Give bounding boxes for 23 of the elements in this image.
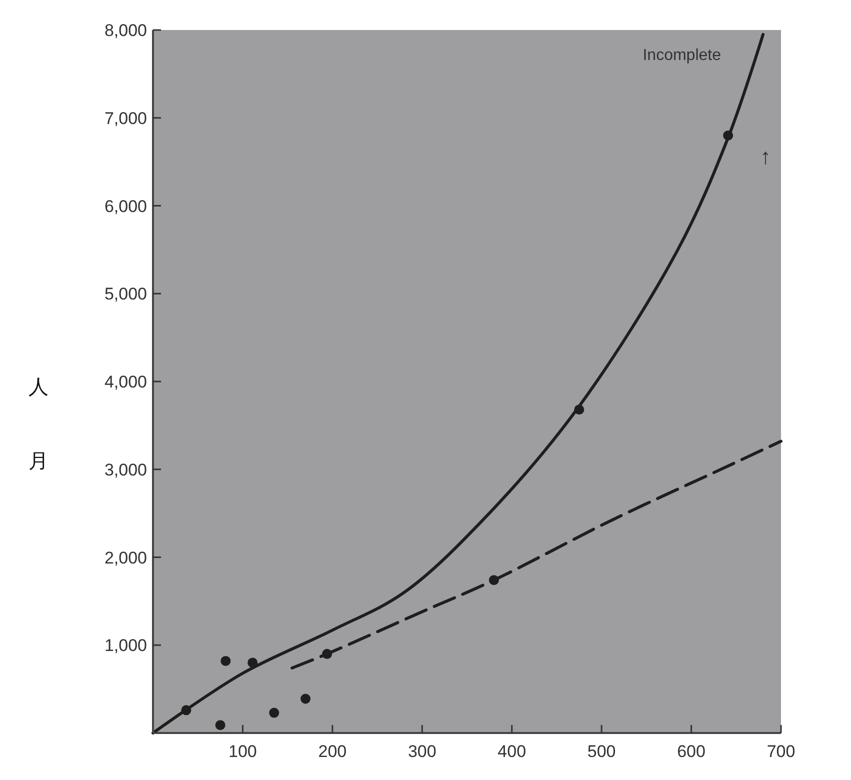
x-tick-label: 400 xyxy=(498,742,526,761)
x-tick-label: 300 xyxy=(408,742,436,761)
y-tick-label: 6,000 xyxy=(104,196,147,216)
x-tick-label: 500 xyxy=(587,742,616,761)
y-axis-title: 人月 xyxy=(27,362,49,512)
x-tick-label: 200 xyxy=(318,742,347,761)
y-tick-label: 1,000 xyxy=(104,636,147,656)
y-tick-label: 4,000 xyxy=(104,372,147,392)
y-tick-label: 7,000 xyxy=(104,108,147,128)
annotation: Incomplete xyxy=(642,47,722,64)
point xyxy=(215,720,226,730)
point xyxy=(300,694,311,704)
x-tick-label: 600 xyxy=(677,742,706,761)
point xyxy=(220,656,231,666)
y-tick-label: 2,000 xyxy=(104,548,147,568)
x-tick-label: 100 xyxy=(228,742,257,761)
annotation: ↑ xyxy=(760,144,771,169)
y-tick-label: 8,000 xyxy=(104,21,147,40)
point xyxy=(269,708,280,718)
y-tick-label: 5,000 xyxy=(104,284,147,304)
y-tick-label: 3,000 xyxy=(104,460,147,480)
line-series xyxy=(290,440,782,670)
x-tick-label: 700 xyxy=(766,742,796,761)
